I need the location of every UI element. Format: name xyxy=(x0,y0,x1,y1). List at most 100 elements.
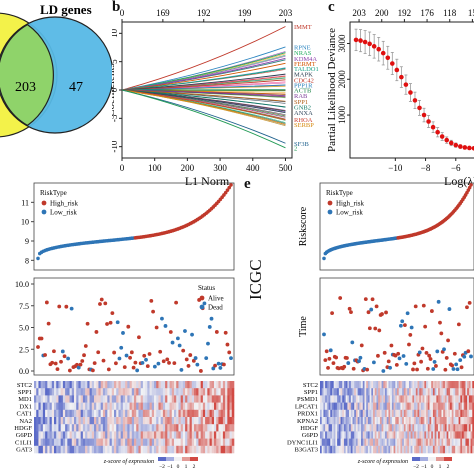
heatmap-cell xyxy=(94,402,97,411)
heatmap-cell xyxy=(408,381,411,389)
heatmap-cell xyxy=(376,402,379,411)
heatmap-cell xyxy=(352,388,355,396)
heatmap-cell xyxy=(467,395,470,403)
heatmap-cell xyxy=(470,402,473,411)
heatmap-cell xyxy=(140,445,144,454)
heatmap-cell xyxy=(342,395,345,403)
heatmap-cell xyxy=(320,431,323,439)
survival-point xyxy=(459,365,464,370)
heatmap-cell xyxy=(455,424,458,432)
heatmap-cell xyxy=(114,417,117,425)
heatmap-cell xyxy=(405,402,408,411)
heatmap-cell xyxy=(174,388,177,396)
heatmap-cell xyxy=(343,381,346,389)
survival-point xyxy=(90,368,95,373)
heatmap-cell xyxy=(320,445,323,454)
survival-point xyxy=(207,325,212,329)
heatmap-cell xyxy=(326,417,329,425)
survival-point xyxy=(450,363,455,368)
heatmap-cell xyxy=(156,417,159,425)
heatmap-cell xyxy=(71,424,75,432)
survival-point xyxy=(147,352,152,356)
heatmap-cell xyxy=(96,395,99,403)
heatmap-cell xyxy=(127,381,130,389)
heatmap-cell xyxy=(180,402,184,411)
heatmap-cell xyxy=(162,409,166,418)
heatmap-cell xyxy=(417,395,420,403)
heatmap-cell xyxy=(386,445,389,454)
risk-score-y-axis-title: Riskscore xyxy=(298,206,309,246)
heatmap-cell xyxy=(127,417,130,425)
heatmap-cell xyxy=(125,445,128,454)
heatmap-cell xyxy=(460,438,463,447)
survival-point xyxy=(52,349,56,354)
heatmap-cell xyxy=(415,395,418,403)
heatmap-cell xyxy=(162,395,166,403)
deviance-point xyxy=(390,61,395,66)
heatmap-cell xyxy=(462,431,465,439)
heatmap-cell xyxy=(78,417,81,425)
heatmap-cell xyxy=(468,409,471,418)
heatmap-cell xyxy=(412,381,415,389)
heatmap-cell xyxy=(371,402,374,411)
heatmap-cell xyxy=(357,395,360,403)
heatmap-cell xyxy=(74,381,77,389)
lasso-labeled-path xyxy=(121,89,286,126)
heatmap-cell xyxy=(209,381,213,389)
heatmap-cell xyxy=(349,409,352,418)
heatmap-cell xyxy=(328,388,331,396)
heatmap-cell xyxy=(38,417,41,425)
heatmap-cell xyxy=(355,431,358,439)
risk-score-point xyxy=(227,185,232,190)
heatmap-cell xyxy=(36,395,39,403)
heatmap-cell xyxy=(349,445,352,454)
heatmap-cell xyxy=(385,431,388,439)
heatmap-cell xyxy=(194,424,197,432)
survival-point xyxy=(206,341,210,346)
heatmap-cell xyxy=(468,402,471,411)
heatmap-cell xyxy=(89,388,93,396)
heatmap-cell xyxy=(417,424,420,432)
heatmap-cell xyxy=(405,431,408,439)
survival-point xyxy=(349,310,353,315)
heatmap-cell xyxy=(231,402,235,411)
heatmap-cell xyxy=(105,395,108,403)
heatmap-cell xyxy=(364,431,367,439)
heatmap-cell xyxy=(227,388,230,396)
heatmap-cell xyxy=(47,424,50,432)
heatmap-cell xyxy=(36,381,39,389)
heatmap-cell xyxy=(326,381,329,389)
heatmap-cell xyxy=(38,395,41,403)
heatmap-cell xyxy=(458,402,461,411)
tcga-risk-figure: 891011RiskTypeHigh_riskLow_risk0.02.55.0… xyxy=(14,182,235,470)
heatmap-cell xyxy=(463,402,466,411)
heatmap-cell xyxy=(405,438,408,447)
heatmap-cell xyxy=(369,381,372,389)
heatmap-cell xyxy=(107,388,110,396)
heatmap-cell xyxy=(453,402,456,411)
heatmap-cell xyxy=(321,431,324,439)
heatmap-cell xyxy=(446,402,449,411)
heatmap-cell xyxy=(390,424,393,432)
heatmap-cell xyxy=(56,402,59,411)
heatmap-cell xyxy=(386,438,389,447)
heatmap-cell xyxy=(200,395,204,403)
heatmap-cell xyxy=(38,431,41,439)
heatmap-cell xyxy=(379,388,382,396)
heatmap-cell xyxy=(69,438,73,447)
heatmap-cell xyxy=(185,409,188,418)
heatmap-cell xyxy=(198,409,201,418)
heatmap-cell xyxy=(446,417,449,425)
heatmap-cell xyxy=(397,409,400,418)
heatmap-cell xyxy=(149,424,153,432)
survival-point xyxy=(389,343,394,348)
heatmap-cell xyxy=(194,388,197,396)
heatmap-cell xyxy=(162,388,166,396)
heatmap-cell xyxy=(330,409,333,418)
heatmap-cell xyxy=(74,424,77,432)
deviance-panel: −10−8−610002000300020320019217611815Log(… xyxy=(326,0,474,190)
heatmap-cell xyxy=(328,409,331,418)
heatmap-cell xyxy=(182,445,186,454)
heatmap-cell xyxy=(467,381,470,389)
heatmap-cell xyxy=(136,445,139,454)
